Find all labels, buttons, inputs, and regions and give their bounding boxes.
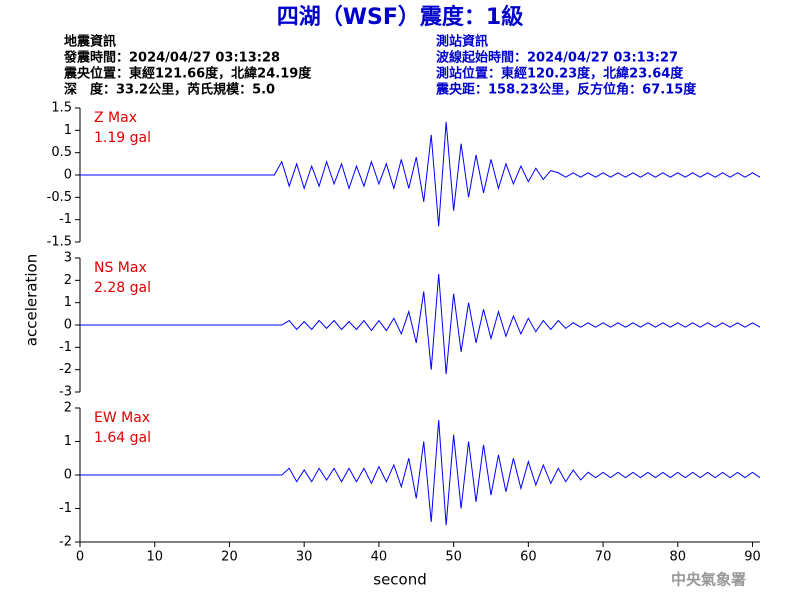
info-line: 發震時間：2024/04/27 03:13:28 xyxy=(63,50,280,66)
max-label: 2.28 gal xyxy=(94,280,151,296)
x-tick-label: 50 xyxy=(445,550,462,565)
x-tick-label: 30 xyxy=(296,550,313,565)
y-tick-label: 3 xyxy=(64,251,72,266)
info-line: 地震資訊 xyxy=(64,34,116,50)
max-label: 1.64 gal xyxy=(94,430,151,446)
x-tick-label: 40 xyxy=(371,550,388,565)
y-tick-label: -1 xyxy=(59,501,72,516)
waveform xyxy=(80,121,761,227)
y-tick-label: 0 xyxy=(64,318,72,333)
info-line: 波線起始時間：2024/04/27 03:13:27 xyxy=(436,50,678,66)
y-tick-label: 1 xyxy=(64,123,72,138)
x-axis-label: second xyxy=(373,571,427,589)
panel-label: Z Max xyxy=(94,110,137,126)
x-tick-label: 0 xyxy=(76,550,84,565)
station-info: 測站資訊 波線起始時間：2024/04/27 03:13:27 測站位置：東經1… xyxy=(435,34,697,98)
y-tick-label: 1 xyxy=(64,295,72,310)
y-tick-label: 1.5 xyxy=(51,101,72,116)
y-tick-label: -3 xyxy=(59,385,72,400)
y-tick-label: -1.5 xyxy=(47,235,72,250)
info-line: 震央距：158.23公里，反方位角：67.15度 xyxy=(435,82,697,98)
y-tick-label: 2 xyxy=(64,401,72,416)
y-tick-label: 0 xyxy=(64,168,72,183)
info-line: 測站位置：東經120.23度，北緯23.64度 xyxy=(436,66,684,82)
x-tick-label: 80 xyxy=(670,550,687,565)
panel-label: NS Max xyxy=(94,260,147,276)
y-tick-label: -1 xyxy=(59,340,72,355)
y-tick-label: -2 xyxy=(59,535,72,550)
y-tick-label: 0.5 xyxy=(51,145,72,160)
y-tick-label: 0 xyxy=(64,468,72,483)
x-tick-label: 60 xyxy=(520,550,537,565)
info-line: 震央位置：東經121.66度，北緯24.19度 xyxy=(63,66,312,82)
x-tick-label: 70 xyxy=(595,550,612,565)
watermark: 中央氣象署 xyxy=(671,571,746,589)
x-tick-label: 20 xyxy=(221,550,238,565)
chart-title: 四湖（WSF）震度：1級 xyxy=(277,4,523,30)
info-line: 測站資訊 xyxy=(436,34,488,50)
y-tick-label: -1 xyxy=(59,212,72,227)
y-axis-label: acceleration xyxy=(23,254,41,346)
x-tick-label: 10 xyxy=(146,550,163,565)
waveform xyxy=(80,274,761,375)
panel-label: EW Max xyxy=(94,410,150,426)
max-label: 1.19 gal xyxy=(94,130,151,146)
y-tick-label: -2 xyxy=(59,362,72,377)
info-line: 深 度：33.2公里，芮氏規模：5.0 xyxy=(64,82,275,98)
waveform xyxy=(80,420,761,526)
event-info: 地震資訊 發震時間：2024/04/27 03:13:28 震央位置：東經121… xyxy=(63,34,312,98)
y-tick-label: 1 xyxy=(64,434,72,449)
x-tick-label: 90 xyxy=(744,550,761,565)
y-tick-label: -0.5 xyxy=(47,190,72,205)
y-tick-label: 2 xyxy=(64,273,72,288)
